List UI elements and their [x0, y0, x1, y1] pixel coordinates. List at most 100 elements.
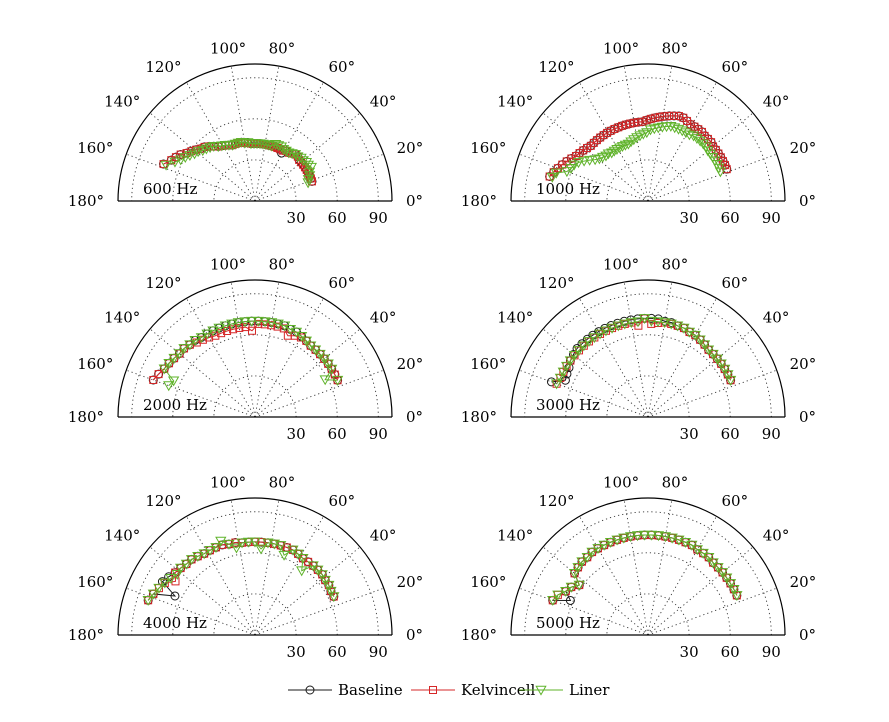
series-point-liner	[189, 336, 201, 346]
angle-tick-label: 80°	[662, 39, 689, 57]
series-point-liner	[724, 579, 737, 590]
series-point-liner	[226, 319, 238, 330]
legend-marker-liner	[535, 685, 547, 696]
angle-tick-label: 60°	[722, 274, 749, 292]
series-point-liner	[565, 582, 577, 593]
series-point-liner	[219, 321, 232, 332]
panel-label: 2000 Hz	[143, 396, 207, 414]
angle-tick-label: 80°	[662, 255, 689, 273]
series-point-liner	[249, 537, 261, 548]
angle-tick-label: 180°	[461, 408, 497, 426]
series-point-liner	[557, 367, 569, 378]
angle-tick-label: 20°	[397, 139, 424, 157]
series-point-liner	[665, 319, 677, 330]
series-point-liner	[680, 128, 692, 139]
series-point-liner	[728, 585, 740, 595]
angle-tick-label: 20°	[397, 573, 424, 591]
series-point-liner	[694, 136, 706, 147]
grid-arc	[565, 552, 731, 636]
series-point-liner	[322, 359, 334, 370]
series-point-liner	[611, 535, 623, 546]
panel-label: 3000 Hz	[536, 396, 600, 414]
series-point-liner	[581, 552, 593, 563]
series-point-liner	[265, 318, 278, 329]
series-point-liner	[612, 321, 625, 332]
series-point-liner	[550, 168, 562, 179]
series-point-liner	[223, 539, 235, 550]
series-point-liner	[687, 131, 700, 142]
series-point-kelvincell	[660, 112, 669, 121]
grid-arc	[524, 511, 772, 636]
series-point-liner	[669, 123, 681, 134]
grid-spoke	[186, 82, 256, 202]
series-point-liner	[232, 138, 245, 149]
series-point-liner	[691, 134, 703, 144]
series-point-liner	[173, 349, 186, 360]
grid-spoke	[186, 298, 256, 418]
angle-tick-label: 80°	[269, 473, 296, 491]
series-point-liner	[666, 533, 678, 544]
series-point-liner	[716, 568, 729, 579]
series-point-liner	[230, 543, 243, 554]
series-point-liner	[561, 167, 573, 178]
series-point-baseline	[565, 595, 575, 605]
angle-tick-label: 40°	[370, 308, 397, 326]
series-point-liner	[683, 327, 696, 338]
angle-tick-label: 100°	[210, 473, 246, 491]
series-point-kelvincell	[630, 118, 639, 127]
legend-marker-kelvincell	[429, 686, 437, 694]
panel-label: 1000 Hz	[536, 180, 600, 198]
series-point-kelvincell	[159, 160, 168, 169]
series-point-liner	[175, 155, 187, 166]
grid-spoke	[254, 66, 280, 202]
series-point-liner	[658, 318, 671, 329]
series-point-liner	[554, 373, 567, 384]
angle-tick-label: 140°	[104, 526, 140, 544]
radial-tick-label: 30	[287, 643, 306, 661]
angle-tick-label: 60°	[329, 274, 356, 292]
series-point-liner	[262, 538, 274, 549]
series-point-liner	[316, 570, 328, 581]
series-line-baseline	[147, 541, 335, 601]
angle-tick-label: 120°	[538, 274, 574, 292]
series-point-liner	[583, 155, 596, 166]
series-point-kelvincell	[154, 370, 163, 379]
series-point-liner	[712, 563, 724, 574]
series-point-liner	[171, 569, 183, 580]
angle-tick-label: 20°	[397, 355, 424, 373]
series-line-kelvincell	[147, 541, 335, 601]
series-point-liner	[195, 333, 208, 344]
angle-tick-label: 40°	[763, 308, 790, 326]
series-point-kelvincell	[670, 111, 679, 120]
series-point-liner	[213, 323, 225, 334]
grid-spoke	[254, 500, 280, 636]
series-point-kelvincell	[235, 323, 244, 332]
series-point-liner	[573, 580, 585, 591]
series-point-liner	[702, 146, 714, 157]
angle-tick-label: 40°	[370, 526, 397, 544]
polar-panel: 0° 20° 40° 60° 80° 100° 120° 140° 160° 180° 30 60 90…	[68, 473, 423, 661]
grid-spoke	[647, 500, 673, 636]
grid-spoke	[647, 153, 777, 202]
outer-arc	[510, 497, 786, 636]
series-point-liner	[198, 549, 210, 560]
series-point-liner	[204, 546, 216, 556]
angle-tick-label: 80°	[269, 255, 296, 273]
outer-arc	[117, 279, 393, 418]
grid-spoke	[647, 328, 754, 418]
series-point-liner	[235, 137, 248, 148]
grid-arc	[213, 593, 297, 636]
series-point-kelvincell	[267, 321, 276, 330]
series-point-liner	[711, 354, 723, 365]
series-point-liner	[645, 316, 658, 327]
series-point-liner	[242, 138, 254, 149]
polar-panel: 0° 20° 40° 60° 80° 100° 120° 140° 160° 180° 30 60 90…	[461, 255, 816, 443]
series-point-liner	[631, 531, 644, 542]
angle-tick-label: 100°	[603, 255, 639, 273]
outer-arc	[117, 497, 393, 636]
angle-tick-label: 60°	[329, 492, 356, 510]
grid-spoke	[149, 328, 256, 418]
series-point-liner	[600, 326, 612, 337]
series-point-liner	[622, 139, 635, 150]
grid-spoke	[254, 369, 384, 418]
